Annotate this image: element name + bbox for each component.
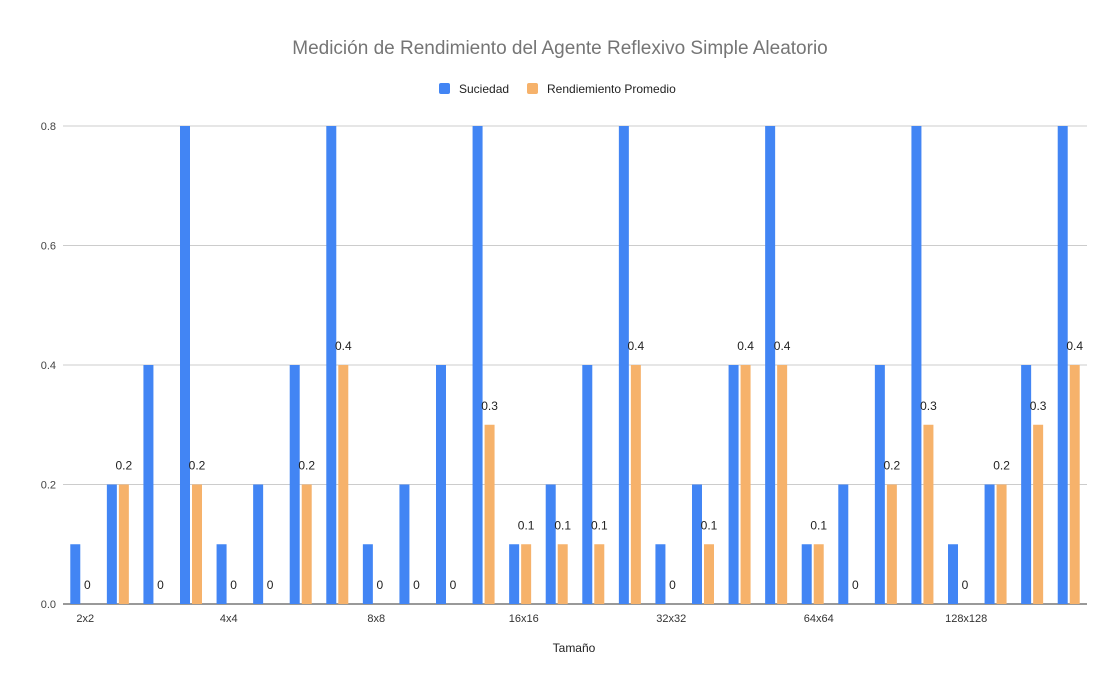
- bar-suciedad: [765, 126, 776, 604]
- data-label-rendimiento: 0.2: [189, 459, 206, 473]
- bar-rendimiento: [1033, 424, 1044, 604]
- bar-suciedad: [801, 544, 812, 604]
- y-tick-label: 0.0: [41, 599, 56, 611]
- chart-title: Medición de Rendimiento del Agente Refle…: [292, 38, 827, 59]
- data-label-rendimiento: 0: [377, 578, 384, 592]
- bar-suciedad: [728, 365, 739, 604]
- data-label-rendimiento: 0.1: [701, 518, 718, 532]
- bar-suciedad: [436, 365, 446, 604]
- bar-rendimiento: [118, 484, 129, 604]
- x-tick-label: 32x32: [656, 613, 686, 625]
- data-label-rendimiento: 0: [450, 578, 457, 592]
- x-tick-label: 64x64: [804, 613, 834, 625]
- x-tick-label: 128x128: [945, 613, 987, 625]
- data-label-rendimiento: 0.4: [1066, 339, 1083, 353]
- data-label-rendimiento: 0: [84, 578, 91, 592]
- bar-suciedad: [655, 544, 666, 604]
- data-label-rendimiento: 0: [413, 578, 420, 592]
- bar-suciedad: [948, 544, 958, 604]
- bar-rendimiento: [777, 365, 788, 604]
- data-label-rendimiento: 0.2: [993, 459, 1010, 473]
- bar-suciedad: [509, 544, 520, 604]
- bar-suciedad: [545, 484, 556, 604]
- bar-suciedad: [984, 484, 995, 604]
- bar-suciedad: [216, 544, 227, 604]
- bar-suciedad: [253, 484, 264, 604]
- data-label-rendimiento: 0: [157, 578, 164, 592]
- legend-swatch-rendimiento: [527, 83, 538, 94]
- bar-suciedad: [289, 365, 300, 604]
- data-label-rendimiento: 0: [230, 578, 237, 592]
- bar-rendimiento: [192, 484, 202, 604]
- data-label-rendimiento: 0.3: [481, 399, 498, 413]
- data-label-rendimiento: 0.2: [884, 459, 901, 473]
- bar-suciedad: [399, 484, 410, 604]
- bar-suciedad: [838, 484, 849, 604]
- bar-suciedad: [180, 126, 190, 604]
- legend-swatch-suciedad: [439, 83, 450, 94]
- bar-suciedad: [472, 126, 483, 604]
- data-label-rendimiento: 0.4: [335, 339, 352, 353]
- bar-suciedad: [692, 484, 702, 604]
- data-label-rendimiento: 0.2: [116, 459, 133, 473]
- data-labels: 0 0.2 0 0.2 0 0 0.2 0.4 0 0 0 0.3 0.1 0.1 0.1 0.4 0 0.1 0.…: [84, 339, 1083, 592]
- data-label-rendimiento: 0.1: [810, 518, 827, 532]
- data-label-rendimiento: 0.3: [920, 399, 937, 413]
- bar-rendimiento: [886, 484, 897, 604]
- data-label-rendimiento: 0.4: [774, 339, 791, 353]
- bar-rendimiento: [521, 544, 532, 604]
- bar-suciedad: [874, 365, 885, 604]
- y-tick-label: 0.8: [41, 121, 56, 133]
- x-axis-ticks: 2x2 4x4 8x8 16x16 32x32 64x64 128x128: [76, 613, 987, 625]
- data-label-rendimiento: 0: [852, 578, 859, 592]
- x-tick-label: 16x16: [509, 613, 539, 625]
- x-axis-title: Tamaño: [553, 641, 596, 655]
- data-label-rendimiento: 0: [669, 578, 676, 592]
- y-axis-ticks: 0.0 0.2 0.4 0.6 0.8: [41, 121, 56, 611]
- bar-suciedad: [70, 544, 81, 604]
- bar-rendimiento: [740, 365, 751, 604]
- data-label-rendimiento: 0: [267, 578, 274, 592]
- bar-rendimiento: [996, 484, 1007, 604]
- data-label-rendimiento: 0.1: [518, 518, 535, 532]
- bar-rendimiento: [338, 365, 349, 604]
- bar-suciedad: [106, 484, 117, 604]
- data-label-rendimiento: 0.1: [591, 518, 608, 532]
- data-label-rendimiento: 0.4: [737, 339, 754, 353]
- x-tick-label: 2x2: [76, 613, 94, 625]
- bar-suciedad: [326, 126, 337, 604]
- bar-rendimiento: [704, 544, 714, 604]
- bar-suciedad: [143, 365, 154, 604]
- bar-suciedad: [1057, 126, 1068, 604]
- bar-rendimiento: [630, 365, 641, 604]
- legend-label-rendimiento: Rendiemiento Promedio: [547, 82, 676, 96]
- legend-label-suciedad: Suciedad: [459, 82, 509, 96]
- legend: Suciedad Rendiemiento Promedio: [439, 82, 676, 96]
- data-label-rendimiento: 0.3: [1030, 399, 1047, 413]
- y-tick-label: 0.4: [41, 360, 56, 372]
- y-tick-label: 0.2: [41, 480, 56, 492]
- bar-rendimiento: [594, 544, 605, 604]
- bar-suciedad: [1021, 365, 1032, 604]
- bar-suciedad: [362, 544, 373, 604]
- bar-suciedad: [911, 126, 922, 604]
- data-label-rendimiento: 0.1: [554, 518, 571, 532]
- x-tick-label: 4x4: [220, 613, 238, 625]
- bar-rendimiento: [557, 544, 568, 604]
- data-label-rendimiento: 0: [962, 578, 969, 592]
- bar-rendimiento: [301, 484, 312, 604]
- bar-rendimiento: [813, 544, 824, 604]
- y-tick-label: 0.6: [41, 241, 56, 253]
- data-label-rendimiento: 0.4: [628, 339, 645, 353]
- bars: [70, 126, 1080, 604]
- bar-rendimiento: [484, 424, 495, 604]
- x-tick-label: 8x8: [367, 613, 385, 625]
- bar-rendimiento: [923, 424, 934, 604]
- bar-rendimiento: [1069, 365, 1080, 604]
- bar-suciedad: [618, 126, 629, 604]
- data-label-rendimiento: 0.2: [298, 459, 315, 473]
- bar-suciedad: [582, 365, 593, 604]
